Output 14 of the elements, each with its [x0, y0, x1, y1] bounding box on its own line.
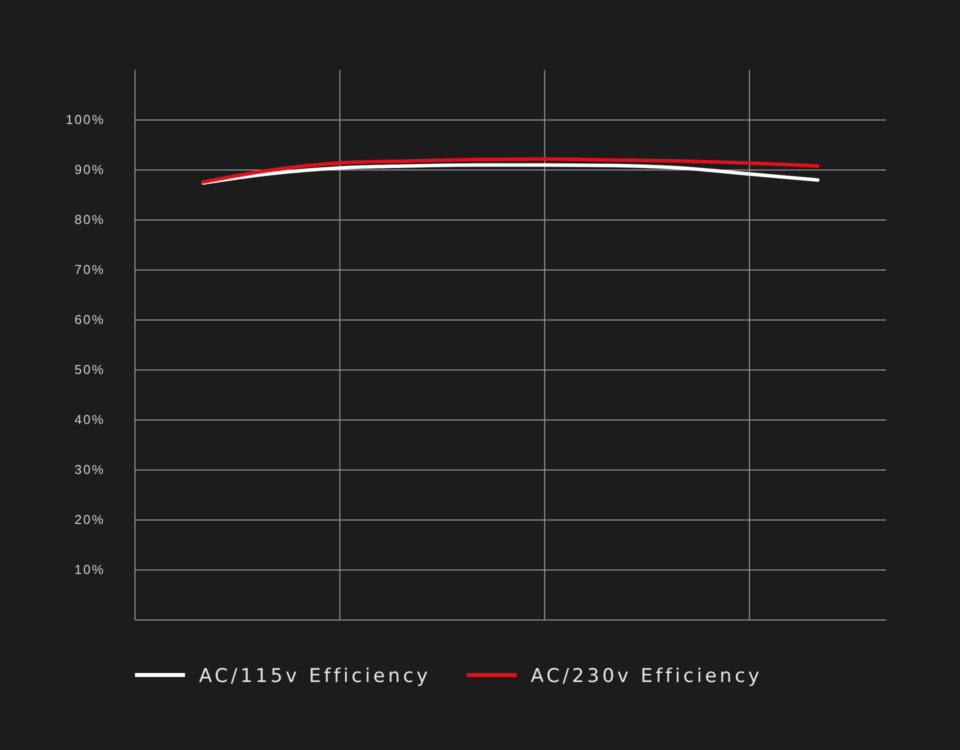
y-tick-label: 90%	[74, 162, 105, 178]
y-tick-label: 80%	[74, 212, 105, 228]
line-series	[202, 163, 820, 185]
y-tick-label: 30%	[74, 462, 105, 478]
y-tick-label: 40%	[74, 412, 105, 428]
y-tick-label: 20%	[74, 512, 105, 528]
y-tick-label: 60%	[74, 312, 105, 328]
legend-label: AC/115v Efficiency	[199, 665, 431, 687]
line-series	[202, 157, 820, 184]
y-tick-label: 10%	[74, 562, 105, 578]
y-tick-label: 50%	[74, 362, 105, 378]
legend-label: AC/230v Efficiency	[530, 665, 762, 687]
y-tick-label: 70%	[74, 262, 105, 278]
y-tick-label: 100%	[66, 112, 105, 128]
